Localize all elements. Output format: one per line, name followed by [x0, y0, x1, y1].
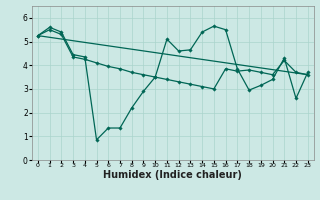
X-axis label: Humidex (Indice chaleur): Humidex (Indice chaleur): [103, 170, 242, 180]
